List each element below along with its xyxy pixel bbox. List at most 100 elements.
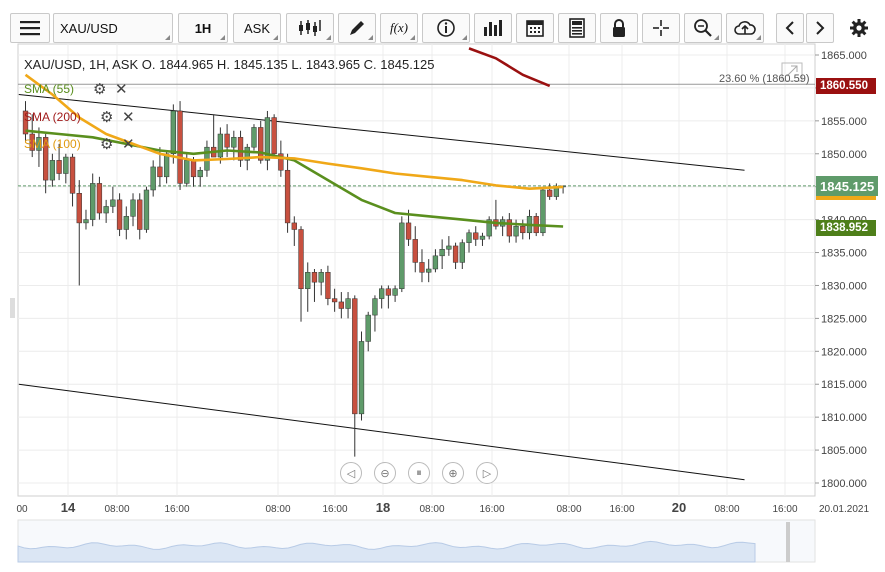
y-tick-label: 1815.000: [821, 379, 867, 391]
lock-button[interactable]: [600, 13, 638, 43]
candle-body: [150, 166, 156, 191]
chevron-left-icon: [785, 21, 794, 35]
candle-body: [479, 235, 486, 240]
volume-button[interactable]: [474, 13, 512, 43]
left-drag-handle[interactable]: [10, 298, 15, 318]
trend-line: [18, 94, 745, 171]
candle-body: [43, 137, 49, 181]
calendar-button[interactable]: [516, 13, 554, 43]
candle-body: [352, 298, 358, 415]
cloud-upload-icon: [734, 21, 756, 35]
timeframe-selector[interactable]: 1H: [178, 13, 228, 43]
zoom-in-button[interactable]: ⊕: [442, 462, 464, 484]
menu-button[interactable]: [10, 13, 50, 43]
sma55-price-tag: 1838.952: [816, 220, 876, 236]
draw-tools-button[interactable]: [338, 13, 376, 43]
sma55-close-icon[interactable]: ✕: [115, 81, 128, 98]
candle-body: [69, 156, 76, 194]
moving-averages: [24, 47, 564, 228]
y-tick-label: 1810.000: [821, 412, 867, 424]
expand-icon[interactable]: [781, 62, 803, 82]
sma200-close-icon[interactable]: ✕: [122, 109, 135, 126]
fib-level-label: 23.60 % (1860.59): [719, 73, 810, 85]
menu-icon: [20, 21, 40, 36]
candle-body: [466, 232, 472, 243]
scroll-left-button[interactable]: [776, 13, 804, 43]
sma200-line: [468, 47, 551, 88]
candle-body: [190, 160, 197, 178]
x-tick-label: 14: [61, 500, 76, 515]
sma55-gear-icon[interactable]: ⚙: [93, 81, 107, 98]
lock-icon: [613, 19, 625, 37]
candles: [22, 101, 566, 457]
sma100-gear-icon[interactable]: ⚙: [100, 136, 114, 153]
cloud-upload-button[interactable]: [726, 13, 764, 43]
trend-lines: [18, 94, 745, 481]
candle-body: [63, 156, 69, 174]
candle-body: [49, 160, 56, 181]
scroll-right-button[interactable]: [806, 13, 834, 43]
candle-body: [258, 127, 264, 161]
symbol-selector[interactable]: XAU/USD: [53, 13, 173, 43]
settings-button[interactable]: [844, 13, 874, 43]
candle-body: [305, 272, 311, 290]
candle-body: [163, 153, 170, 178]
x-tick-label: 08:00: [419, 504, 444, 515]
candle-body: [473, 232, 479, 240]
candle-body: [459, 242, 465, 263]
candle-body: [76, 193, 82, 224]
nav-next-button[interactable]: ▷: [476, 462, 498, 484]
info-icon: [437, 19, 455, 37]
sma55-label: SMA (55): [24, 82, 75, 96]
trend-line: [18, 383, 745, 481]
zoom-in-icon: ⊕: [448, 467, 458, 480]
nav-prev-icon: ◁: [346, 467, 356, 480]
candle-body: [345, 298, 351, 309]
sma100-close-icon[interactable]: ✕: [122, 136, 135, 153]
sma55-line: [25, 129, 564, 228]
crosshair-button[interactable]: [642, 13, 680, 43]
candle-body: [251, 127, 257, 148]
crosshair-icon: [653, 20, 669, 36]
x-tick-label: 16:00: [609, 504, 634, 515]
y-tick-label: 1820.000: [821, 346, 867, 358]
candle-body: [392, 288, 398, 296]
candle-body: [197, 169, 203, 178]
candle-body: [96, 183, 103, 214]
gear-icon: [850, 19, 868, 37]
candle-body: [244, 146, 250, 161]
x-tick-label: 20.01.2021: [819, 504, 869, 515]
zoom-button[interactable]: [684, 13, 722, 43]
navigator[interactable]: [17, 519, 816, 563]
candle-body: [110, 199, 116, 207]
candle-body: [224, 133, 230, 148]
candle-body: [358, 341, 365, 415]
navigator-area: [17, 540, 756, 563]
candle-body: [405, 222, 412, 240]
ohlc-readout: XAU/USD, 1H, ASK O. 1844.965 H. 1845.135…: [24, 57, 435, 72]
candle-body: [331, 298, 338, 303]
reset-view-button[interactable]: ⏸: [408, 462, 430, 484]
candle-body: [291, 222, 297, 230]
candle-body: [446, 245, 452, 250]
x-tick-label: 20: [672, 500, 686, 515]
y-tick-label: 1855.000: [821, 116, 867, 128]
symbol-label: XAU/USD: [60, 20, 118, 36]
candle-body: [432, 255, 439, 270]
info-button[interactable]: [422, 13, 470, 43]
indicators-button[interactable]: f(x): [380, 13, 418, 43]
calculator-button[interactable]: [558, 13, 596, 43]
sma200-gear-icon[interactable]: ⚙: [100, 109, 114, 126]
nav-prev-button[interactable]: ◁: [340, 462, 362, 484]
y-tick-label: 1825.000: [821, 313, 867, 325]
x-tick-label: 08:00: [265, 504, 290, 515]
draw-icon: [350, 21, 364, 35]
candle-body: [170, 110, 176, 155]
zoom-out-button[interactable]: ⊖: [374, 462, 396, 484]
chart-type-button[interactable]: [286, 13, 334, 43]
price-side-selector[interactable]: ASK: [233, 13, 281, 43]
expand-arrow: [786, 65, 798, 77]
candle-body: [439, 248, 445, 257]
calendar-icon: [526, 20, 544, 37]
